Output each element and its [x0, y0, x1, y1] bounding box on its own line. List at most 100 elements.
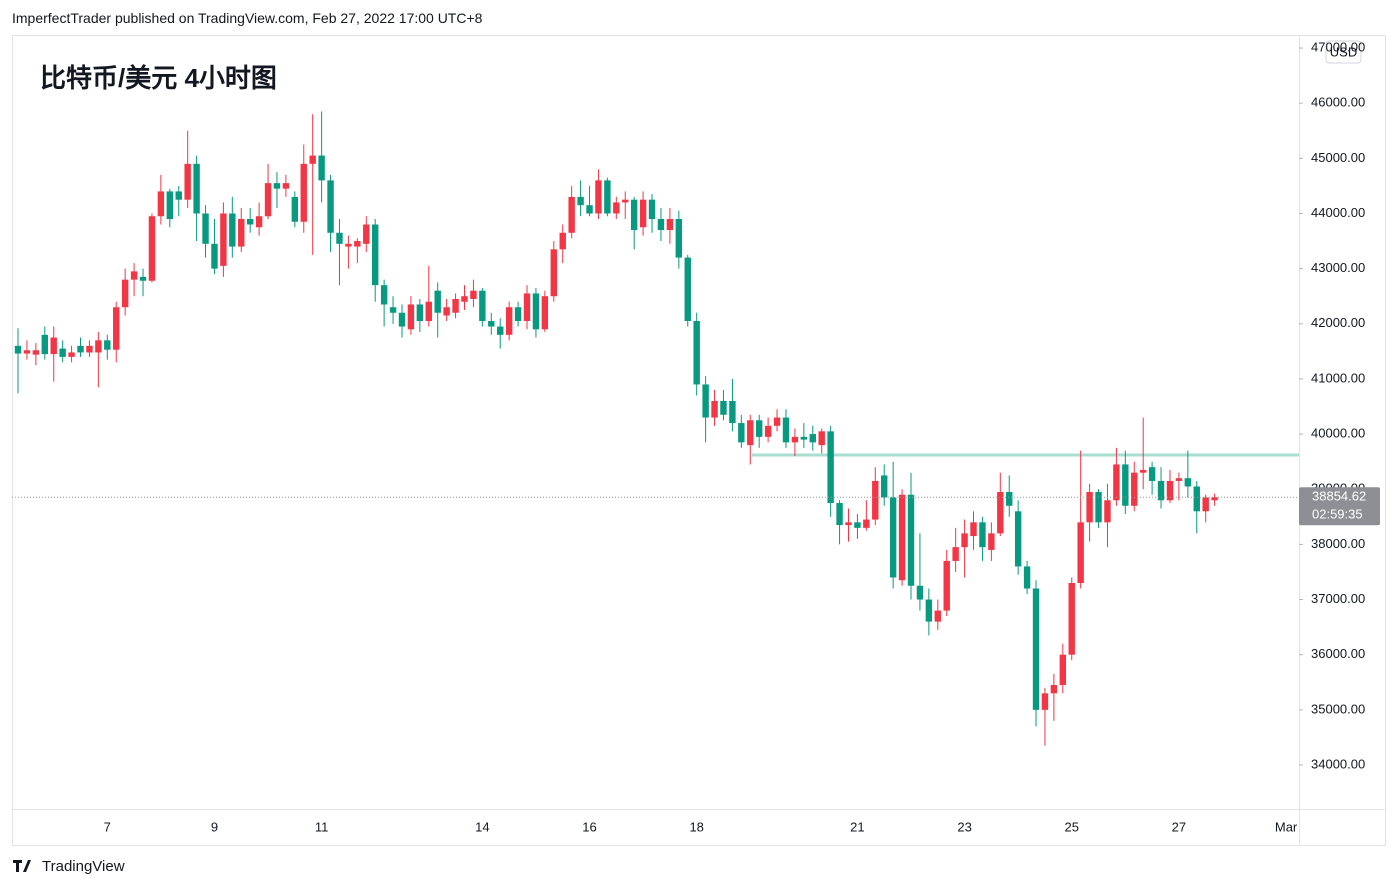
candle-body: [113, 307, 120, 350]
countdown-label: 02:59:35: [1312, 507, 1363, 522]
candle-body: [443, 307, 450, 316]
candle-body: [1202, 497, 1209, 512]
candle-body: [211, 243, 218, 269]
candle-body: [514, 307, 522, 322]
candle-body: [1193, 486, 1200, 512]
candle-body: [1104, 500, 1111, 523]
candle-body: [300, 163, 307, 222]
candle-body: [389, 307, 397, 313]
candle-body: [380, 285, 388, 305]
candle-body: [479, 290, 486, 322]
candle-body: [1014, 511, 1022, 567]
candle-body: [979, 522, 986, 548]
candle-body: [845, 522, 852, 526]
candle-body: [595, 180, 602, 214]
candle-body: [86, 345, 93, 353]
candle-body: [925, 599, 933, 622]
candle-body: [1059, 654, 1067, 686]
candle-body: [1006, 491, 1013, 506]
candle-body: [157, 191, 165, 217]
candle-body: [961, 533, 968, 548]
candle-body: [997, 491, 1004, 534]
candle-body: [755, 420, 763, 437]
candle-body: [764, 425, 772, 437]
y-tick-label: 38000.00: [1311, 536, 1365, 551]
candle-body: [372, 224, 379, 286]
candle-body: [934, 610, 941, 622]
header: ImperfectTrader published on TradingView…: [12, 10, 483, 26]
candle-body: [1050, 685, 1058, 694]
candle-body: [77, 345, 84, 353]
candle-body: [95, 340, 102, 353]
candle-body: [318, 155, 325, 181]
candle-body: [246, 218, 254, 225]
candle-body: [1139, 469, 1147, 473]
candle-body: [130, 271, 138, 280]
candle-body: [255, 216, 263, 228]
candle-body: [720, 400, 727, 415]
candle-body: [881, 475, 888, 498]
plot: [12, 111, 1299, 746]
candle-body: [1095, 491, 1102, 523]
candle-body: [693, 321, 700, 385]
candle-body: [702, 384, 709, 418]
candle-body: [41, 334, 48, 355]
y-tick-label: 34000.00: [1311, 756, 1365, 771]
x-tick-label: 18: [689, 819, 703, 834]
candle-body: [327, 180, 334, 233]
candle-body: [139, 276, 147, 281]
candle-body: [568, 196, 575, 233]
x-tick-label: 9: [211, 819, 218, 834]
y-tick-label: 44000.00: [1311, 205, 1365, 220]
candle-body: [827, 431, 834, 504]
candle-body: [729, 400, 736, 424]
candle-body: [666, 218, 674, 231]
y-tick-label: 37000.00: [1311, 591, 1365, 606]
y-tick-label: 41000.00: [1311, 370, 1365, 385]
candle-body: [363, 224, 370, 244]
candle-body: [497, 326, 504, 335]
candle-body: [345, 243, 352, 247]
y-tick-label: 45000.00: [1311, 150, 1365, 165]
candle-body: [425, 301, 432, 322]
y-tick-label: 46000.00: [1311, 95, 1365, 110]
candle-body: [541, 296, 549, 330]
candle-body: [1086, 491, 1093, 523]
candle-body: [738, 423, 745, 443]
candle-body: [889, 497, 897, 578]
candle-body: [747, 420, 754, 446]
candle-body: [229, 213, 236, 247]
candle-body: [898, 494, 906, 581]
footer-text: TradingView: [42, 858, 125, 875]
candle-body: [282, 183, 290, 189]
candle-body: [907, 494, 915, 586]
candle-body: [1041, 693, 1049, 710]
y-tick-label: 35000.00: [1311, 701, 1365, 716]
candle-body: [791, 436, 799, 443]
x-tick-label: 25: [1065, 819, 1079, 834]
candle-body: [461, 296, 468, 302]
candle-body: [586, 205, 593, 214]
candle-body: [416, 304, 424, 322]
x-tick-label: 11: [315, 819, 329, 834]
candle-body: [32, 350, 40, 355]
candle-body: [1023, 566, 1031, 589]
candle-body: [1032, 588, 1040, 710]
candle-body: [309, 155, 316, 164]
candle-body: [193, 163, 200, 214]
candle-body: [809, 434, 816, 443]
candle-body: [943, 560, 950, 611]
candle-body: [1184, 478, 1192, 487]
candle-body: [863, 519, 870, 528]
candle-body: [202, 213, 209, 244]
currency-label: USD: [1330, 44, 1357, 59]
candle-body: [648, 199, 656, 219]
candle-body: [59, 348, 66, 357]
candle-body: [1175, 478, 1183, 481]
candle-body: [622, 199, 629, 203]
candle-body: [532, 293, 540, 330]
currency-badge: [1325, 40, 1362, 64]
candle-body: [1211, 497, 1218, 501]
candle-body: [559, 232, 566, 250]
